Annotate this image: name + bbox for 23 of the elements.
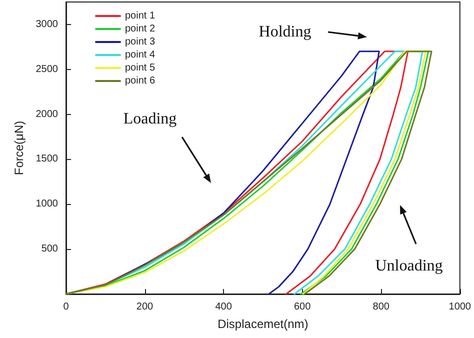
y-axis-title: Force(μN) (12, 120, 26, 176)
legend-label: point 4 (125, 50, 156, 60)
x-tick-label: 800 (372, 302, 390, 312)
legend-label: point 1 (125, 10, 156, 22)
annotation: Unloading (375, 258, 443, 274)
x-tick-label: 0 (63, 302, 70, 312)
x-tick-label: 1000 (448, 302, 472, 312)
legend-label: point 5 (125, 62, 156, 74)
y-tick-label: 1000 (36, 198, 58, 210)
y-tick-label: 3000 (36, 18, 58, 30)
y-tick-label: 500 (41, 244, 58, 255)
legend-label: point 2 (125, 24, 156, 34)
x-tick-label: 400 (215, 302, 232, 312)
y-tick-label: 1500 (36, 154, 58, 165)
y-tick-label: 2500 (36, 64, 58, 75)
y-tick-label: 2000 (36, 108, 58, 120)
annotation: Loading (123, 110, 177, 128)
x-tick-label: 200 (136, 302, 154, 312)
x-tick-label: 600 (294, 302, 312, 312)
annotation: Holding (258, 24, 312, 40)
legend-label: point 3 (125, 36, 156, 48)
x-axis-title: Displacemet(nm) (218, 317, 308, 331)
legend-label: point 6 (125, 76, 156, 86)
